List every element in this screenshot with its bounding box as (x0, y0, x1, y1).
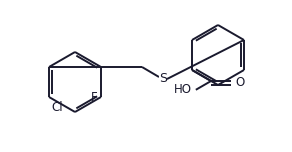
Text: F: F (91, 90, 98, 104)
Text: Cl: Cl (51, 101, 63, 114)
Text: S: S (159, 71, 167, 85)
Text: HO: HO (174, 83, 192, 96)
Text: O: O (236, 76, 245, 88)
